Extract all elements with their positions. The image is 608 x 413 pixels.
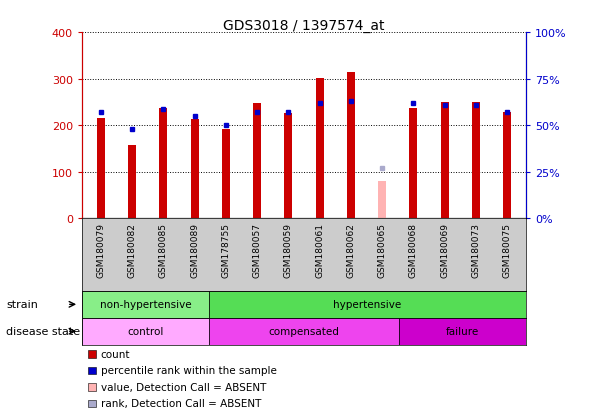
Bar xyxy=(97,119,105,219)
Bar xyxy=(347,73,355,219)
Text: compensated: compensated xyxy=(269,326,339,337)
Text: GSM180059: GSM180059 xyxy=(284,223,293,278)
Text: GSM180082: GSM180082 xyxy=(128,223,137,277)
Text: percentile rank within the sample: percentile rank within the sample xyxy=(101,366,277,375)
Bar xyxy=(410,108,417,219)
Text: count: count xyxy=(101,349,130,359)
Text: strain: strain xyxy=(6,299,38,310)
Bar xyxy=(472,103,480,219)
Bar xyxy=(159,108,167,219)
Text: GSM180079: GSM180079 xyxy=(96,223,105,278)
Bar xyxy=(82,318,209,345)
Text: failure: failure xyxy=(446,326,479,337)
Text: GSM180075: GSM180075 xyxy=(503,223,512,278)
Bar xyxy=(378,182,386,219)
Bar xyxy=(222,130,230,219)
Text: rank, Detection Call = ABSENT: rank, Detection Call = ABSENT xyxy=(101,399,261,408)
Bar xyxy=(316,78,323,219)
Bar xyxy=(209,318,399,345)
Bar xyxy=(441,103,449,219)
Text: non-hypertensive: non-hypertensive xyxy=(100,299,192,310)
Bar xyxy=(285,114,292,219)
Text: GSM180089: GSM180089 xyxy=(190,223,199,278)
Bar xyxy=(503,113,511,219)
Text: control: control xyxy=(127,326,164,337)
Bar xyxy=(209,291,526,318)
Text: GSM178755: GSM178755 xyxy=(221,223,230,278)
Text: hypertensive: hypertensive xyxy=(333,299,401,310)
Text: GSM180085: GSM180085 xyxy=(159,223,168,278)
Bar xyxy=(82,291,209,318)
Bar xyxy=(191,120,198,219)
Text: GDS3018 / 1397574_at: GDS3018 / 1397574_at xyxy=(223,19,385,33)
Bar xyxy=(253,104,261,219)
Bar xyxy=(128,145,136,219)
Text: GSM180057: GSM180057 xyxy=(252,223,261,278)
Text: GSM180069: GSM180069 xyxy=(440,223,449,278)
Text: value, Detection Call = ABSENT: value, Detection Call = ABSENT xyxy=(101,382,266,392)
Bar xyxy=(399,318,526,345)
Text: disease state: disease state xyxy=(6,326,80,337)
Text: GSM180073: GSM180073 xyxy=(471,223,480,278)
Text: GSM180068: GSM180068 xyxy=(409,223,418,278)
Text: GSM180061: GSM180061 xyxy=(315,223,324,278)
Text: GSM180062: GSM180062 xyxy=(347,223,356,277)
Text: GSM180065: GSM180065 xyxy=(378,223,387,278)
